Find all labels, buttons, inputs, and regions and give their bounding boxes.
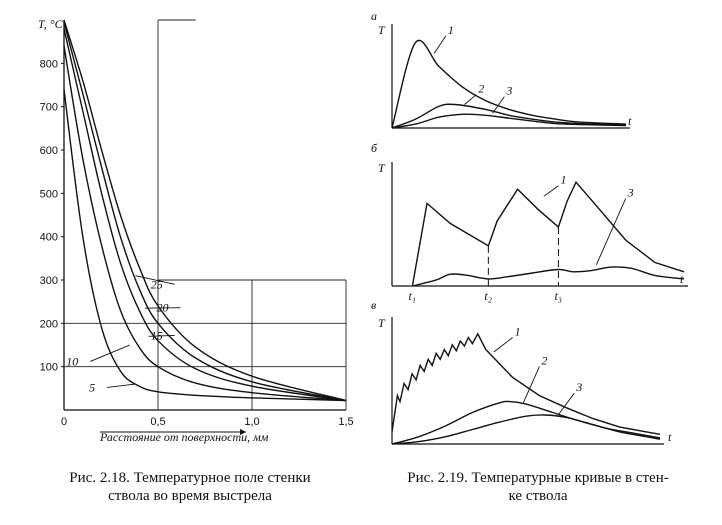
temperature-field-chart: 100 200 300 400 500 600 700 800 0 0,5 1,0 1,5 T, °C Р… xyxy=(38,17,354,444)
curve-20 xyxy=(63,22,347,402)
curve-label-5: 5 xyxy=(89,380,95,394)
panel-label: б xyxy=(371,141,378,155)
curve-leader-25 xyxy=(135,275,175,285)
right-caption: Рис. 2.19. Температурные кривые в стен- … xyxy=(368,469,708,505)
panel-y-label: T xyxy=(378,23,386,37)
curve-3 xyxy=(391,414,661,445)
curve-leader-15 xyxy=(148,335,175,337)
panel-label: а xyxy=(371,9,377,23)
x-tick-label: t₂ xyxy=(484,289,492,303)
left-series: 5 10 15 20 25 xyxy=(63,19,347,402)
curve-leader-2 xyxy=(522,366,540,404)
curve-2 xyxy=(391,400,661,445)
y-tick-label: 400 xyxy=(40,232,58,244)
panel-x-label: t xyxy=(628,114,632,128)
curve-1 xyxy=(391,39,627,129)
curve-5 xyxy=(63,89,347,402)
curve-label-20: 20 xyxy=(156,301,168,315)
x-tick-label: t₃ xyxy=(554,289,562,303)
curve-10 xyxy=(63,45,347,402)
y-tick-label: 300 xyxy=(40,275,58,287)
curve-leader-3 xyxy=(492,96,505,114)
panel-y-label: T xyxy=(378,161,386,175)
panel-x-label: t xyxy=(668,430,672,444)
curve-label-2: 2 xyxy=(478,82,484,96)
left-x-axis-arrowhead xyxy=(240,429,246,435)
panel-3: вTt 1 2 3 xyxy=(371,298,672,445)
curve-label-3: 3 xyxy=(575,380,582,394)
panel-y-label: T xyxy=(378,316,386,330)
y-tick-label: 100 xyxy=(40,362,58,374)
y-tick-label: 800 xyxy=(40,58,58,70)
curve-leader-1 xyxy=(433,35,447,54)
curve-label-3: 3 xyxy=(505,84,512,98)
left-y-ticks: 100 200 300 400 500 600 700 800 xyxy=(40,58,64,374)
right-caption-line-2: ке ствола xyxy=(508,488,568,504)
curve-25 xyxy=(63,19,347,402)
y-tick-label: 200 xyxy=(40,318,58,330)
y-tick-label: 700 xyxy=(40,102,58,114)
right-caption-line-1: Рис. 2.19. Температурные кривые в стен- xyxy=(407,470,669,486)
curve-label-1: 1 xyxy=(515,325,521,339)
y-tick-label: 600 xyxy=(40,145,58,157)
x-tick-label: t₁ xyxy=(408,289,416,303)
curve-leader-5 xyxy=(107,383,136,388)
curve-label-10: 10 xyxy=(66,354,78,368)
left-x-ticks: 0 0,5 1,0 1,5 xyxy=(61,416,354,428)
left-caption: Рис. 2.18. Температурное поле стенки ств… xyxy=(20,469,360,505)
y-tick-label: 500 xyxy=(40,188,58,200)
curve-leader-3 xyxy=(595,198,627,265)
left-grid xyxy=(63,19,347,411)
panel-1: аTt 1 2 3 xyxy=(371,9,632,129)
curve-1 xyxy=(411,180,685,287)
curve-1 xyxy=(391,332,661,435)
curve-3 xyxy=(412,266,685,287)
curve-leader-2 xyxy=(464,94,477,105)
curve-15 xyxy=(63,28,347,402)
curve-leader-3 xyxy=(557,392,575,416)
curve-3 xyxy=(391,113,627,129)
x-tick-label: 1,5 xyxy=(338,416,353,428)
curve-label-1: 1 xyxy=(448,23,454,37)
curve-label-15: 15 xyxy=(151,328,163,342)
panel-label: в xyxy=(371,298,376,312)
left-caption-line-2: ствола во время выстрела xyxy=(108,488,272,504)
x-tick-label: 0 xyxy=(61,416,67,428)
left-x-axis-label: Расстояние от поверхности, мм xyxy=(99,430,269,444)
left-caption-line-1: Рис. 2.18. Температурное поле стенки xyxy=(69,470,311,486)
curve-label-2: 2 xyxy=(541,354,547,368)
curve-2 xyxy=(391,103,627,129)
curve-label-1: 1 xyxy=(560,173,566,187)
curve-label-3: 3 xyxy=(627,186,634,200)
x-tick-label: 0,5 xyxy=(150,416,165,428)
x-tick-label: 1,0 xyxy=(244,416,259,428)
left-y-axis-label: T, °C xyxy=(38,17,64,31)
curve-leader-10 xyxy=(90,344,130,362)
curve-leader-1 xyxy=(543,185,559,197)
curve-label-25: 25 xyxy=(151,277,163,291)
curve-leader-1 xyxy=(493,337,513,353)
